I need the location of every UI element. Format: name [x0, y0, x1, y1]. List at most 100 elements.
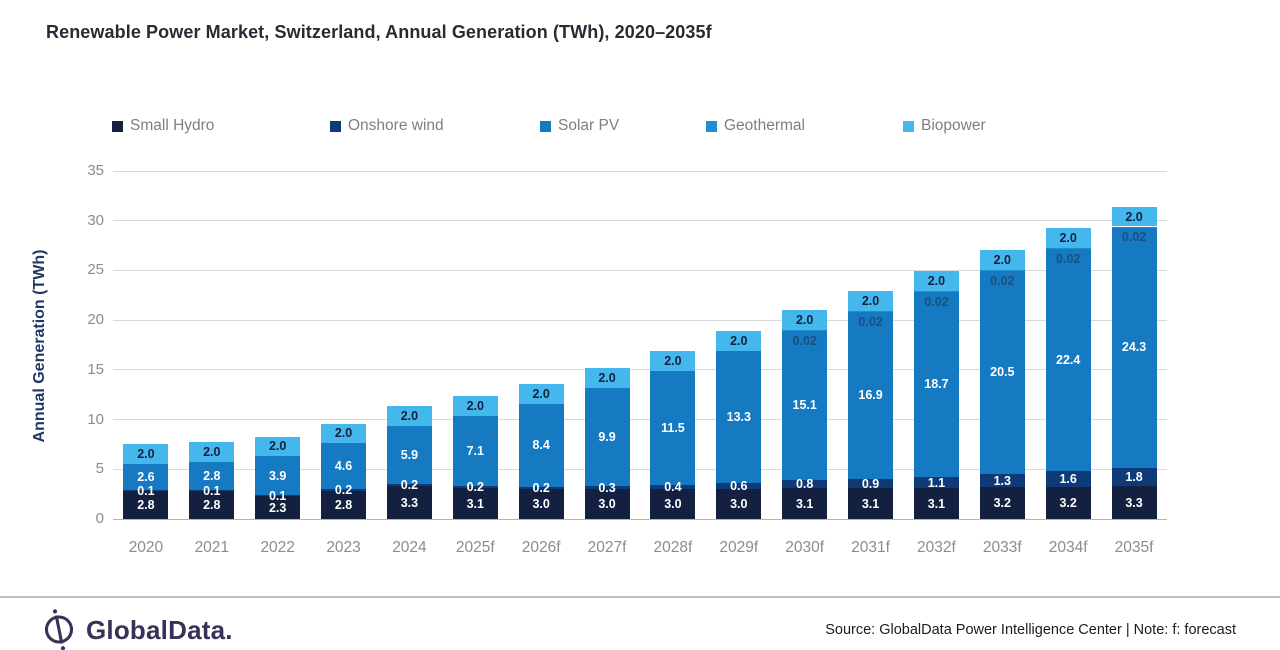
bar-segment-biopower: [518, 383, 564, 404]
bar-segment-biopower: [321, 423, 367, 444]
bar-value-label: 5.9: [400, 447, 419, 462]
bar-segment-biopower: [189, 442, 235, 463]
legend-color-swatch: [112, 120, 123, 132]
bar-value-label: 2.0: [730, 334, 748, 349]
bar-value-label: 2.8: [203, 469, 221, 484]
bar-value-label: 2.8: [137, 498, 155, 513]
legend-color-swatch: [330, 120, 341, 132]
bar-value-label: 3.2: [993, 496, 1011, 511]
bar-segment-onshore-wind: [518, 487, 564, 490]
bar-segment-small-hydro: [913, 488, 959, 519]
bar-value-label: 2.0: [861, 294, 880, 309]
bar-value-label: 2.3: [268, 500, 287, 515]
legend-item-small-hydro: Small Hydro: [112, 117, 214, 135]
bar-segment-solar-pv: [452, 415, 498, 487]
bar-value-label: 2.0: [466, 398, 484, 413]
bar-segment-onshore-wind: [386, 484, 432, 487]
plot-area: Annual Generation (TWh) 0 5 10 15 20 25 30 35 2.…: [31, 162, 1167, 556]
bar-segment-onshore-wind: [321, 489, 367, 492]
bar-segment-small-hydro: [848, 488, 894, 519]
bar-segment-small-hydro: [452, 488, 498, 519]
bar-value-label: 9.9: [598, 429, 616, 444]
x-tick-label: 2020: [128, 539, 164, 556]
legend-color-swatch: [903, 120, 914, 132]
bar-segment-small-hydro: [1045, 487, 1091, 519]
x-tick-label: 2033f: [982, 539, 1022, 556]
bar-segment-solar-pv: [386, 425, 432, 485]
bar-value-label: 2.0: [927, 274, 946, 289]
bar-value-label: 0.1: [137, 483, 155, 498]
bar-segment-biopower: [584, 367, 630, 388]
bar-segment-small-hydro: [716, 489, 762, 519]
bar-segment-onshore-wind: [716, 483, 762, 490]
bar-2026f: 3.0 0.2 8.4 2.0: [518, 171, 564, 519]
bar-segment-onshore-wind: [123, 490, 169, 492]
x-tick-label: 2027f: [587, 539, 627, 556]
bar-value-label: 3.0: [598, 497, 616, 512]
globaldata-logo-text: GlobalData.: [86, 614, 233, 645]
bar-value-label: 0.1: [268, 488, 287, 503]
bar-value-label: 2.0: [664, 353, 682, 368]
bar-2032f: 3.1 1.1 18.7 0.02 2.0: [913, 171, 959, 519]
bar-value-label: 1.3: [993, 473, 1011, 488]
legend: Small Hydro Onshore wind Solar PV Geothe…: [0, 117, 1280, 137]
gridline: [113, 220, 1167, 222]
bar-value-label: 4.6: [334, 459, 353, 474]
bar-value-label: 0.02: [858, 314, 883, 329]
bar-value-label: 2.0: [1059, 231, 1077, 246]
bar-segment-small-hydro: [1111, 486, 1157, 519]
bar-value-label: 2.8: [203, 498, 221, 513]
legend-label: Onshore wind: [348, 117, 444, 134]
gridline: [113, 170, 1167, 172]
bar-value-label: 0.2: [466, 480, 484, 495]
gridline: [113, 269, 1167, 271]
bar-segment-onshore-wind: [1111, 468, 1157, 487]
bar-value-label: 0.02: [1121, 230, 1147, 245]
footer-divider: [0, 596, 1280, 598]
y-tick-label: 10: [87, 410, 104, 428]
bar-value-label: 3.0: [532, 497, 550, 512]
bar-value-label: 2.0: [203, 445, 221, 460]
bar-2020: 2.8 0.1 2.6 2.0: [123, 171, 169, 519]
bar-segment-small-hydro: [386, 486, 432, 519]
bar-segment-onshore-wind: [255, 495, 301, 497]
bar-segment-small-hydro: [518, 489, 564, 519]
bar-value-label: 2.0: [532, 386, 550, 401]
bar-segment-onshore-wind: [913, 477, 959, 489]
bar-segment-small-hydro: [782, 488, 828, 519]
bar-value-label: 1.8: [1125, 470, 1143, 485]
bar-2033f: 3.2 1.3 20.5 0.02 2.0: [979, 171, 1025, 519]
legend-color-swatch: [706, 120, 717, 132]
legend-item-biopower: Biopower: [903, 117, 986, 135]
bar-segment-biopower: [650, 350, 696, 371]
bar-value-label: 0.2: [532, 481, 550, 496]
x-tick-label: 2031f: [851, 539, 890, 556]
bar-2035f: 3.3 1.8 24.3 0.02 2.0: [1111, 171, 1157, 519]
bar-value-label: 3.3: [1125, 495, 1143, 510]
bar-value-label: 2.0: [1125, 209, 1143, 224]
bar-value-label: 0.02: [1056, 252, 1081, 267]
bar-value-label: 2.0: [334, 426, 353, 441]
x-tick-label: 2021: [194, 539, 230, 556]
x-tick-label: 2035f: [1114, 539, 1154, 556]
bar-value-label: 2.0: [993, 253, 1011, 268]
legend-label: Geothermal: [724, 117, 805, 134]
bar-2022: 2.3 0.1 3.9 2.0: [255, 171, 301, 519]
bar-value-label: 22.4: [1056, 352, 1081, 367]
bar-segment-small-hydro: [650, 489, 696, 519]
bar-segment-biopower: [782, 310, 828, 330]
bar-value-label: 2.8: [334, 498, 353, 513]
bar-value-label: 0.9: [861, 476, 880, 491]
bar-2025f: 3.1 0.2 7.1 2.0: [452, 171, 498, 519]
bar-segment-solar-pv: [716, 350, 762, 484]
bar-value-label: 11.5: [661, 421, 685, 436]
bar-value-label: 24.3: [1121, 340, 1147, 355]
bar-value-label: 2.0: [598, 370, 616, 385]
bar-value-label: 7.1: [466, 443, 484, 458]
bar-segment-solar-pv: [321, 443, 367, 490]
bar-segment-biopower: [452, 395, 498, 416]
bar-value-label: 13.3: [726, 410, 751, 425]
bar-value-label: 8.4: [532, 438, 550, 453]
bar-value-label: 20.5: [990, 365, 1015, 380]
bar-segment-biopower: [1111, 206, 1157, 227]
